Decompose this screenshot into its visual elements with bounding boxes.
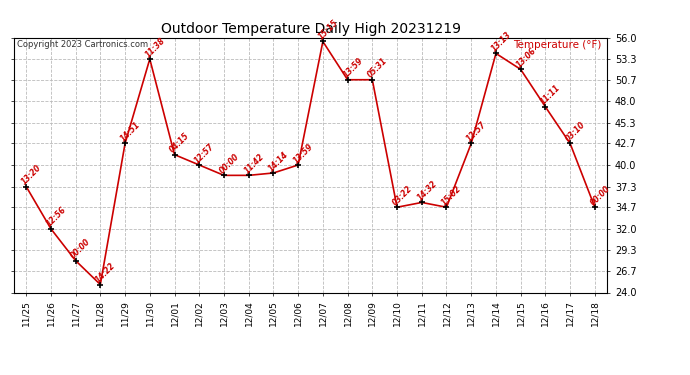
Text: 13:06: 13:06	[514, 46, 538, 69]
Text: 14:51: 14:51	[119, 120, 142, 144]
Title: Outdoor Temperature Daily High 20231219: Outdoor Temperature Daily High 20231219	[161, 22, 460, 36]
Text: 00:00: 00:00	[69, 237, 92, 261]
Text: 13:59: 13:59	[292, 142, 315, 165]
Text: 03:22: 03:22	[391, 184, 414, 207]
Text: 13:13: 13:13	[490, 30, 513, 54]
Text: 03:10: 03:10	[564, 120, 587, 144]
Text: Copyright 2023 Cartronics.com: Copyright 2023 Cartronics.com	[17, 40, 148, 49]
Text: 12:57: 12:57	[193, 142, 216, 165]
Text: 14:32: 14:32	[415, 179, 439, 203]
Text: 15:02: 15:02	[440, 184, 464, 207]
Text: 12:56: 12:56	[45, 206, 68, 229]
Text: 13:59: 13:59	[342, 56, 364, 80]
Text: 11:42: 11:42	[242, 152, 266, 176]
Text: 04:15: 04:15	[168, 131, 192, 154]
Text: 11:11: 11:11	[539, 84, 562, 107]
Text: 00:00: 00:00	[217, 152, 241, 176]
Text: 13:20: 13:20	[20, 163, 43, 186]
Text: 05:31: 05:31	[366, 56, 389, 80]
Text: Temperature (°F): Temperature (°F)	[513, 40, 601, 50]
Text: 14:14: 14:14	[267, 150, 290, 173]
Text: 00:00: 00:00	[589, 184, 612, 207]
Text: 14:22: 14:22	[94, 261, 117, 285]
Text: 11:38: 11:38	[144, 36, 167, 59]
Text: 12:57: 12:57	[465, 120, 489, 144]
Text: 15:15: 15:15	[317, 18, 340, 42]
